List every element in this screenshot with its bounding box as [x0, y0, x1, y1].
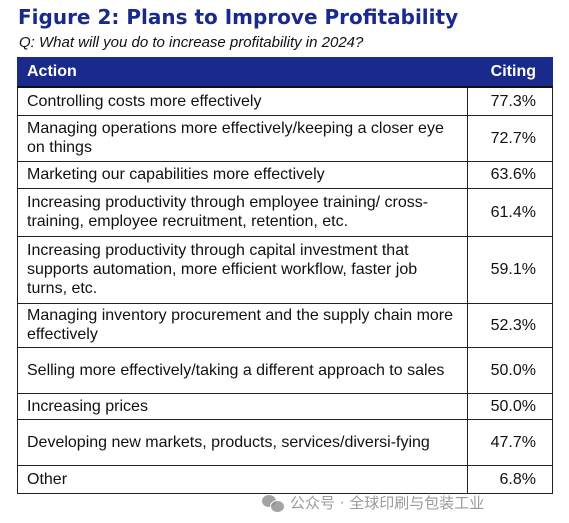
watermark-text: 公众号 · 全球印刷与包装工业 [290, 494, 485, 512]
table-row: Marketing our capabilities more effectiv… [17, 160, 553, 189]
action-cell: Marketing our capabilities more effectiv… [17, 160, 468, 189]
action-cell: Increasing productivity through capital … [17, 235, 468, 304]
citing-cell: 59.1% [467, 235, 553, 304]
action-cell: Managing inventory procurement and the s… [17, 302, 468, 348]
data-table-container: Action Citing Controlling costs more eff… [17, 57, 553, 494]
citing-cell: 63.6% [467, 160, 553, 189]
chart-subtitle: Q: What will you do to increase profitab… [19, 34, 364, 51]
chart-title: Figure 2: Plans to Improve Profitability [18, 5, 459, 29]
column-header-action: Action [17, 57, 468, 88]
table-row: Selling more effectively/taking a differ… [17, 346, 553, 394]
citing-cell: 47.7% [467, 418, 553, 466]
citing-cell: 61.4% [467, 187, 553, 237]
table-row: Increasing productivity through capital … [17, 235, 553, 304]
table-body: Controlling costs more effectively 77.3% M… [17, 86, 553, 494]
table-row: Increasing prices 50.0% [17, 392, 553, 420]
watermark: 公众号 · 全球印刷与包装工业 [262, 492, 484, 513]
action-cell: Developing new markets, products, servic… [17, 418, 468, 466]
action-cell: Other [17, 464, 468, 494]
citing-cell: 52.3% [467, 302, 553, 348]
action-cell: Selling more effectively/taking a differ… [17, 346, 468, 394]
table-header-row: Action Citing [17, 57, 553, 88]
citing-cell: 6.8% [467, 464, 553, 494]
column-header-citing: Citing [467, 57, 553, 88]
table-row: Managing operations more effectively/kee… [17, 114, 553, 162]
wechat-icon [262, 494, 285, 513]
table-row: Developing new markets, products, servic… [17, 418, 553, 466]
table-row: Increasing productivity through employee… [17, 187, 553, 237]
action-cell: Managing operations more effectively/kee… [17, 114, 468, 162]
table-row: Other 6.8% [17, 464, 553, 494]
action-cell: Increasing prices [17, 392, 468, 420]
citing-cell: 72.7% [467, 114, 553, 162]
data-table: Action Citing Controlling costs more eff… [17, 57, 553, 494]
table-row: Controlling costs more effectively 77.3% [17, 86, 553, 116]
table-row: Managing inventory procurement and the s… [17, 302, 553, 348]
action-cell: Increasing productivity through employee… [17, 187, 468, 237]
citing-cell: 50.0% [467, 392, 553, 420]
citing-cell: 50.0% [467, 346, 553, 394]
action-cell: Controlling costs more effectively [17, 86, 468, 116]
citing-cell: 77.3% [467, 86, 553, 116]
